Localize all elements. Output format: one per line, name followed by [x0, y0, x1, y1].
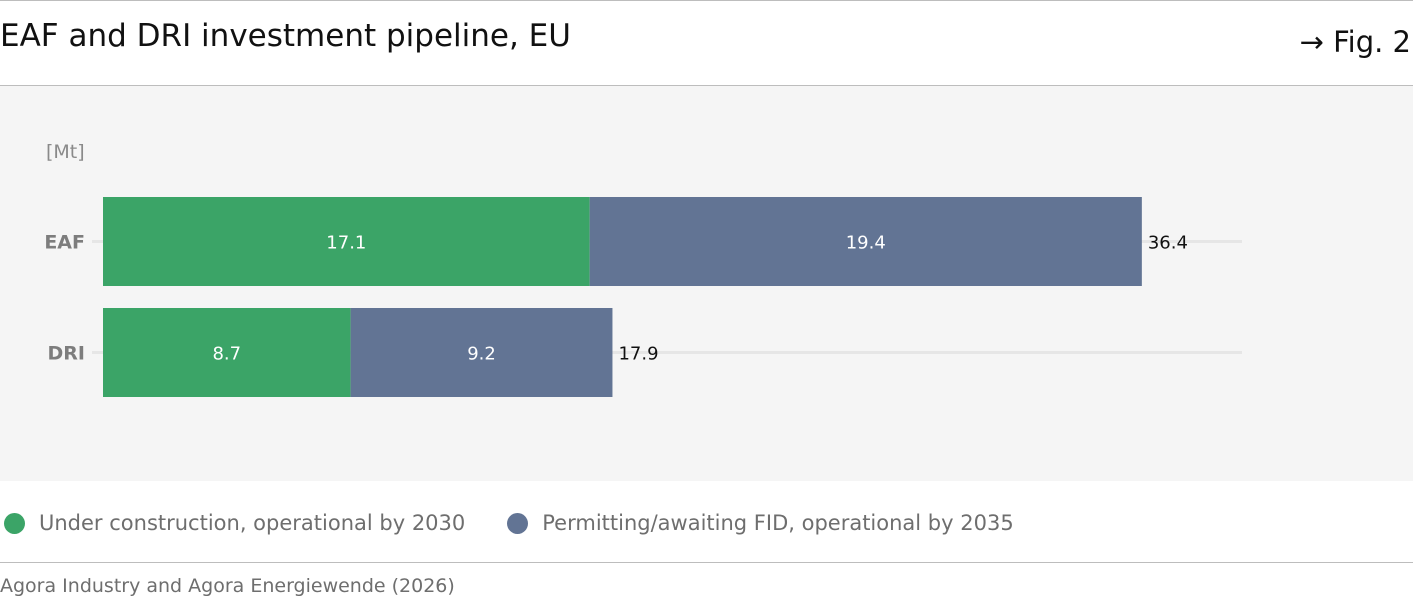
- figure-label: → Fig. 2: [1299, 25, 1411, 59]
- legend-swatch-permitting: [507, 512, 529, 534]
- legend-label-under-construction: Under construction, operational by 2030: [39, 511, 466, 535]
- data-label-dri-series-0: 8.7: [212, 344, 241, 365]
- legend-swatch-under-construction: [4, 512, 25, 534]
- chart-area: [Mt] EAF 17.1 19.4 36.4 DRI 8.7 9.2 17.9: [0, 86, 1413, 481]
- unit-label: [Mt]: [46, 141, 85, 163]
- total-label-dri: 17.9: [618, 344, 658, 365]
- top-rule: [0, 0, 1413, 1]
- data-label-eaf-series-1: 19.4: [846, 233, 886, 254]
- category-label-dri: DRI: [48, 343, 85, 365]
- legend: Under construction, operational by 2030 …: [0, 505, 1052, 541]
- chart-title: EAF and DRI investment pipeline, EU: [0, 18, 571, 54]
- data-label-dri-series-1: 9.2: [467, 344, 496, 365]
- legend-item-under-construction: Under construction, operational by 2030: [0, 511, 465, 535]
- stacked-bar-chart: [Mt] EAF 17.1 19.4 36.4 DRI 8.7 9.2 17.9: [44, 141, 1242, 397]
- legend-rule: [0, 562, 1413, 563]
- title-rule: [0, 85, 1413, 86]
- total-label-eaf: 36.4: [1148, 233, 1188, 254]
- source-note: Agora Industry and Agora Energiewende (2…: [0, 575, 455, 597]
- bar-dri-series-1: [350, 308, 613, 397]
- bar-eaf-series-0: [103, 197, 590, 286]
- data-label-eaf-series-0: 17.1: [326, 233, 366, 254]
- bar-eaf-series-1: [589, 197, 1142, 286]
- legend-item-permitting: Permitting/awaiting FID, operational by …: [503, 511, 1014, 535]
- category-label-eaf: EAF: [44, 232, 85, 254]
- bar-dri-series-0: [103, 308, 351, 397]
- legend-label-permitting: Permitting/awaiting FID, operational by …: [542, 511, 1014, 535]
